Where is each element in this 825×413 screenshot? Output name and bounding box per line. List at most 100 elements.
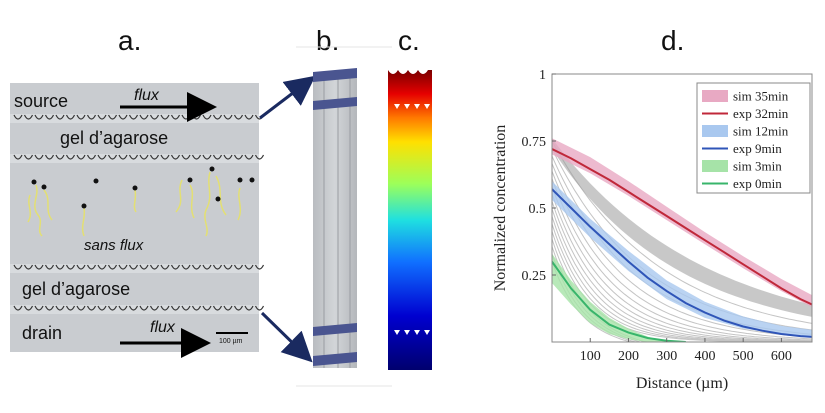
- pillar: [34, 154, 44, 160]
- pillar: [86, 305, 97, 311]
- legend-label: exp 0min: [733, 176, 782, 191]
- pillar: [160, 154, 170, 160]
- band-sim-35min: [552, 138, 812, 308]
- sim-curve: [552, 163, 812, 338]
- micrograph-panel: source flux gel d’agarose sans flux gel …: [10, 83, 265, 358]
- legend: sim 35min exp 32min sim 12min exp 9min sim 3…: [696, 82, 811, 194]
- pillar: [191, 305, 202, 311]
- pillar: [128, 305, 139, 311]
- pillar: [34, 114, 44, 120]
- pillar: [254, 154, 265, 160]
- pillar: [34, 305, 44, 311]
- pillar: [244, 264, 254, 270]
- series-exp-32min: [552, 148, 812, 306]
- pillar: [23, 114, 34, 120]
- pillar: [170, 154, 181, 160]
- pillar: [223, 264, 233, 270]
- legend-label: sim 3min: [733, 159, 782, 174]
- colormap-column: [388, 66, 432, 370]
- y-axis-label: Normalized concentration: [492, 125, 509, 292]
- source-label: source: [14, 91, 68, 111]
- band-sim-12min: [552, 181, 812, 337]
- pillar: [244, 154, 254, 160]
- pillar-row-middle: [10, 154, 265, 163]
- pillar: [65, 114, 76, 120]
- pillar: [55, 264, 65, 270]
- sim-curve: [552, 178, 812, 341]
- pillar: [223, 305, 233, 311]
- pillar: [65, 154, 76, 160]
- legend-swatch: [702, 90, 728, 102]
- x-axis-label: Distance (µm): [636, 375, 728, 392]
- pillar-row-bottom: [10, 305, 265, 314]
- legend-label: sim 35min: [733, 89, 789, 104]
- pillar: [65, 264, 76, 270]
- pillar: [97, 305, 107, 311]
- pillar-band-4: [313, 352, 357, 366]
- sim-curve: [552, 261, 812, 342]
- pillar: [86, 264, 97, 270]
- pillar: [149, 154, 160, 160]
- pillar: [181, 154, 191, 160]
- notch-mark: [414, 330, 420, 335]
- pillar: [233, 305, 244, 311]
- legend-label: sim 12min: [733, 124, 789, 139]
- pillar: [139, 154, 149, 160]
- pillar: [44, 305, 55, 311]
- pillar: [118, 114, 128, 120]
- pillar: [202, 305, 212, 311]
- legend-swatch: [702, 125, 728, 137]
- pillar: [107, 114, 118, 120]
- pillar: [23, 264, 34, 270]
- pillar: [191, 264, 202, 270]
- pillar: [107, 154, 118, 160]
- pillar: [65, 305, 76, 311]
- pillar: [223, 114, 233, 120]
- pillar: [118, 305, 128, 311]
- pillar: [76, 114, 86, 120]
- panel-letter-a: a.: [118, 25, 141, 56]
- pillar: [107, 305, 118, 311]
- pillar: [97, 154, 107, 160]
- pillar: [212, 305, 223, 311]
- x-tick-label: 600: [771, 349, 792, 364]
- pillar: [97, 114, 107, 120]
- pillar-band-2: [313, 97, 357, 110]
- pillar: [212, 264, 223, 270]
- sim-curve: [552, 193, 812, 342]
- pillar: [233, 264, 244, 270]
- sim-curve: [552, 171, 812, 340]
- zoom-arrow-bottom: [260, 311, 313, 363]
- pillar: [55, 305, 65, 311]
- pillar: [181, 264, 191, 270]
- notch-mark: [404, 104, 410, 109]
- notch-mark: [414, 104, 420, 109]
- pillar-row-lower: [10, 264, 265, 273]
- pillar: [191, 154, 202, 160]
- panel-letter-c: c.: [398, 25, 420, 56]
- pillar: [128, 264, 139, 270]
- pillar: [34, 264, 44, 270]
- pillar: [254, 305, 265, 311]
- pillar: [223, 154, 233, 160]
- pillar: [44, 154, 55, 160]
- pillar: [139, 305, 149, 311]
- notch-mark: [424, 330, 430, 335]
- notch-mark: [394, 104, 400, 109]
- series-exp-9min: [552, 188, 812, 338]
- scalebar-label: 100 µm: [219, 338, 243, 345]
- pillar: [233, 154, 244, 160]
- x-tick-label: 100: [580, 349, 601, 364]
- pillar: [107, 264, 118, 270]
- pillar: [244, 114, 254, 120]
- pillar-row-top: [10, 114, 265, 123]
- pillar: [86, 114, 97, 120]
- pillar: [13, 154, 23, 160]
- pillar: [170, 264, 181, 270]
- sim-curve: [552, 201, 812, 342]
- gel-bottom-label: gel d’agarose: [22, 279, 130, 299]
- chart: 100 200 300 400 500 600 0.25 0.5 0.75 1 Distance …: [492, 68, 813, 392]
- y-tick-label: 1: [539, 68, 546, 83]
- pillar: [149, 305, 160, 311]
